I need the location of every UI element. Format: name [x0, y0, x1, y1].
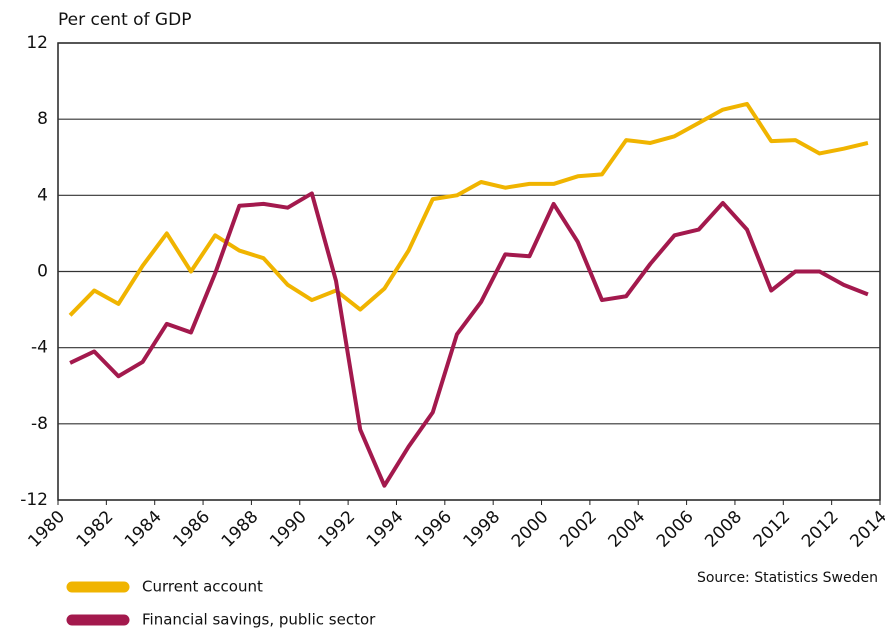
y-tick-label: 8	[37, 109, 48, 129]
x-tick-label: 1992	[314, 507, 359, 552]
y-axis-label: Per cent of GDP	[58, 10, 191, 30]
x-tick-label: 1990	[266, 507, 311, 552]
x-tick-label: 2008	[701, 507, 746, 552]
x-tick-label: 1988	[218, 507, 263, 552]
y-tick-label: -8	[31, 414, 48, 434]
x-tick-label: 2004	[605, 507, 650, 552]
x-tick-label: 2012	[750, 507, 795, 552]
series-line	[69, 191, 869, 488]
y-tick-label: 4	[37, 185, 48, 205]
y-tick-label: -4	[31, 338, 48, 358]
y-tick-label: 0	[37, 262, 48, 282]
x-tick-label: 1998	[460, 507, 505, 552]
x-tick-label: 1986	[169, 507, 214, 552]
series-line	[68, 101, 869, 317]
x-tick-label: 1984	[121, 507, 166, 552]
legend-label: Current account	[142, 578, 263, 596]
x-tick-label: 1994	[363, 507, 408, 552]
x-tick-label: 2002	[556, 507, 601, 552]
y-tick-label: 12	[26, 33, 48, 53]
x-tick-label: 2000	[508, 507, 553, 552]
legend-label: Financial savings, public sector	[142, 611, 376, 629]
x-tick-label: 2014	[846, 507, 885, 552]
x-tick-label: 2006	[653, 507, 698, 552]
x-tick-label: 2012	[798, 507, 843, 552]
x-tick-label: 1980	[24, 507, 69, 552]
source: Source: Statistics Sweden	[697, 570, 878, 586]
x-tick-label: 1982	[73, 507, 118, 552]
y-tick-label: -12	[20, 490, 48, 510]
x-tick-label: 1996	[411, 507, 456, 552]
